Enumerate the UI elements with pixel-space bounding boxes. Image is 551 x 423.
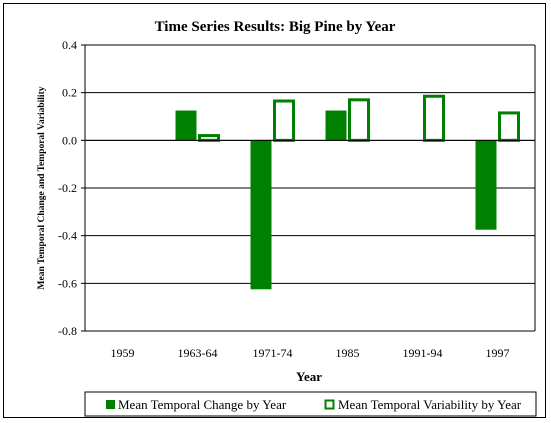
legend-swatch-outline — [324, 399, 335, 410]
bar-temporal-change — [475, 140, 497, 230]
legend-label-temporal-variability: Mean Temporal Variability by Year — [338, 397, 522, 412]
x-tick-label: 1997 — [486, 346, 510, 360]
y-axis-label: Mean Temporal Change and Temporal Variab… — [37, 86, 47, 289]
bar-temporal-change — [175, 110, 197, 141]
x-tick-label: 1985 — [336, 346, 360, 360]
x-tick-label: 1963-64 — [178, 346, 218, 360]
legend-box — [84, 391, 537, 417]
bar-temporal-variability — [423, 94, 445, 142]
y-tick-label: 0.2 — [62, 86, 77, 100]
bar-temporal-change — [325, 110, 347, 141]
x-tick-label: 1971-74 — [253, 346, 293, 360]
bar-temporal-variability — [498, 111, 520, 142]
bar-temporal-variability — [273, 99, 295, 142]
x-axis-label: Year — [296, 369, 322, 384]
x-tick-label: 1991-94 — [403, 346, 443, 360]
y-tick-label: -0.2 — [58, 181, 77, 195]
y-tick-label: -0.8 — [58, 324, 77, 338]
legend: Mean Temporal Change by Year Mean Tempor… — [84, 391, 537, 417]
y-tick-label: -0.6 — [58, 276, 77, 290]
legend-swatch-filled — [106, 400, 115, 409]
bar-temporal-variability — [348, 98, 370, 142]
x-tick-label: 1959 — [111, 346, 135, 360]
y-tick-label: -0.4 — [58, 229, 77, 243]
bar-temporal-variability — [198, 134, 220, 142]
plot-area: 0.4 0.2 0.0 -0.2 -0.4 -0.6 -0.8 1959 1963-64 1971… — [58, 38, 536, 360]
y-tick-label: 0.0 — [62, 133, 77, 147]
chart-title: Time Series Results: Big Pine by Year — [155, 19, 396, 35]
y-tick-label: 0.4 — [62, 38, 77, 52]
bar-temporal-change — [250, 140, 272, 290]
legend-label-temporal-change: Mean Temporal Change by Year — [118, 397, 287, 412]
